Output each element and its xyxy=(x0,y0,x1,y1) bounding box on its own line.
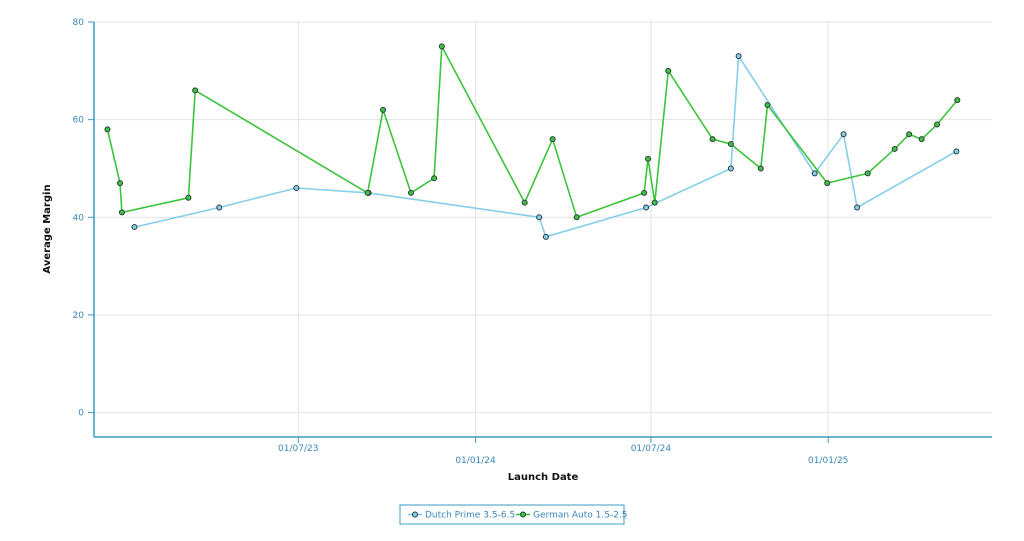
y-tick-label: 40 xyxy=(73,213,85,223)
data-point[interactable] xyxy=(118,209,125,216)
axes xyxy=(93,22,992,438)
x-ticks: 01/07/23 01/01/24 01/07/24 01/01/25 xyxy=(278,437,848,466)
data-point[interactable] xyxy=(757,165,764,172)
data-point[interactable] xyxy=(185,194,192,201)
data-point[interactable] xyxy=(954,97,961,104)
data-point[interactable] xyxy=(891,145,898,152)
data-point[interactable] xyxy=(727,165,734,172)
data-point[interactable] xyxy=(906,131,913,138)
legend-box xyxy=(399,504,625,525)
series-2 xyxy=(104,43,961,221)
y-tick-label: 20 xyxy=(73,311,85,321)
x-tick-label: 01/07/23 xyxy=(278,444,318,454)
data-point[interactable] xyxy=(953,148,960,155)
y-tick-label: 80 xyxy=(73,18,85,28)
series-line xyxy=(134,55,957,238)
series-line xyxy=(106,45,958,219)
data-point[interactable] xyxy=(549,136,556,143)
data-point[interactable] xyxy=(641,189,648,196)
data-point[interactable] xyxy=(407,189,414,196)
data-point[interactable] xyxy=(438,43,445,50)
y-tick-label: 60 xyxy=(73,116,85,126)
data-point[interactable] xyxy=(364,189,371,196)
data-point[interactable] xyxy=(192,87,199,94)
data-point[interactable] xyxy=(864,170,871,177)
legend-swatch-marker xyxy=(520,511,526,518)
legend-label: German Auto 1.5-2.5 xyxy=(533,511,628,521)
data-point[interactable] xyxy=(709,136,716,143)
data-point[interactable] xyxy=(293,185,300,191)
data-point[interactable] xyxy=(918,136,925,143)
y-axis-title: Average Margin xyxy=(42,184,53,273)
data-point[interactable] xyxy=(573,214,580,221)
x-axis-title: Launch Date xyxy=(508,472,579,483)
data-point[interactable] xyxy=(811,170,818,177)
data-point[interactable] xyxy=(651,199,658,206)
legend-label: Dutch Prime 3.5-6.5 xyxy=(425,511,515,521)
data-point[interactable] xyxy=(104,126,111,133)
legend: Dutch Prime 3.5-6.5 German Auto 1.5-2.5 xyxy=(399,504,628,525)
legend-item[interactable]: Dutch Prime 3.5-6.5 xyxy=(408,511,515,521)
data-point[interactable] xyxy=(645,155,652,162)
data-point[interactable] xyxy=(934,121,941,128)
data-point[interactable] xyxy=(764,102,771,108)
x-tick-label: 01/01/25 xyxy=(808,456,848,466)
series xyxy=(104,43,961,240)
data-point[interactable] xyxy=(536,214,543,221)
data-point[interactable] xyxy=(854,204,861,211)
data-point[interactable] xyxy=(216,204,223,211)
y-ticks: 0 20 40 60 80 xyxy=(73,18,94,419)
data-point[interactable] xyxy=(735,53,742,60)
data-point[interactable] xyxy=(117,180,124,187)
data-point[interactable] xyxy=(521,199,528,206)
data-point[interactable] xyxy=(542,233,549,240)
data-point[interactable] xyxy=(131,224,138,231)
data-point[interactable] xyxy=(643,204,650,211)
legend-swatch-marker xyxy=(412,511,418,518)
x-tick-label: 01/07/24 xyxy=(631,444,672,454)
data-point[interactable] xyxy=(727,141,734,148)
data-point[interactable] xyxy=(431,175,438,182)
y-tick-label: 0 xyxy=(78,409,84,419)
legend-item[interactable]: German Auto 1.5-2.5 xyxy=(516,511,628,521)
x-tick-label: 01/01/24 xyxy=(455,456,496,466)
data-point[interactable] xyxy=(380,106,387,113)
data-point[interactable] xyxy=(824,180,831,187)
series-1 xyxy=(131,53,960,240)
data-point[interactable] xyxy=(840,131,847,138)
data-point[interactable] xyxy=(665,67,672,74)
